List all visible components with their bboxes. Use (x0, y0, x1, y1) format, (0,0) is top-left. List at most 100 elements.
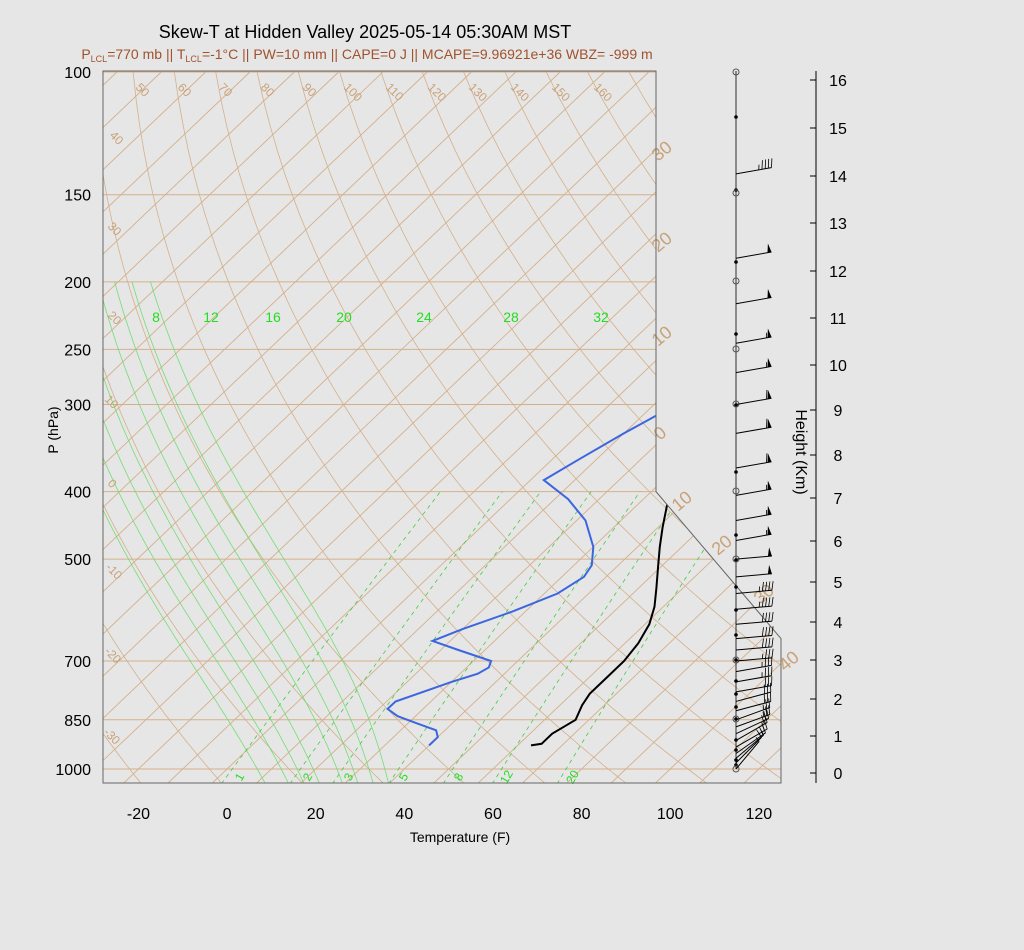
wind-barb-staff (735, 365, 772, 374)
dry-adiabat (256, 71, 781, 783)
moist-adiabat-label: 24 (416, 309, 432, 325)
pressure-tick-label: 100 (64, 65, 91, 82)
wind-barb-staff (735, 513, 772, 521)
wind-barb-pennant (767, 480, 772, 490)
height-tick-label: 5 (834, 575, 843, 592)
wind-barb-flag (768, 637, 771, 648)
wind-barb-flag (766, 709, 769, 719)
height-axis-label: Height (Km) (792, 409, 809, 494)
pressure-tick-label: 850 (64, 713, 91, 730)
wind-level-dot (734, 115, 738, 119)
height-marker (732, 765, 740, 773)
dry-adiabat (103, 71, 223, 783)
mixing-ratio-line (442, 491, 641, 783)
isotherm-label: 20 (105, 308, 125, 328)
mixing-ratio-label: 20 (563, 767, 582, 786)
wind-level-dot (734, 758, 738, 762)
temperature-profile (530, 71, 781, 747)
background-lines (103, 71, 1024, 784)
wind-level-dot (734, 705, 738, 709)
wind-barb-staff (735, 691, 771, 702)
temperature-tick-label: 40 (395, 806, 413, 823)
mixing-ratio-line (221, 491, 441, 783)
wind-barb (735, 720, 768, 748)
isotherm-line (103, 71, 428, 783)
height-tick-label: 3 (834, 653, 843, 670)
isotherm-label: -10 (103, 560, 125, 582)
isotherm-label: 160 (591, 80, 615, 104)
isotherm-label: 80 (258, 80, 278, 100)
isotherm-line (103, 71, 781, 783)
dry-adiabat (463, 71, 781, 783)
wind-barb-flag (768, 597, 771, 607)
wind-level-dot (734, 470, 738, 474)
wind-barb (735, 692, 772, 712)
dry-adiabat (959, 72, 1024, 784)
mixing-ratio-line (332, 491, 542, 783)
pressure-tick-label: 700 (64, 654, 91, 671)
wind-barb-flag (771, 581, 774, 591)
height-marker (732, 277, 740, 285)
wind-barb-pennant (767, 389, 772, 399)
wind-barb-half (761, 653, 764, 659)
wind-barb-flag (765, 612, 768, 622)
wind-barb (735, 357, 772, 374)
isotherm-line (698, 71, 781, 783)
wind-barb (735, 676, 773, 693)
pressure-tick-label: 150 (64, 188, 91, 205)
wind-barb-half (762, 704, 765, 710)
height-tick-label: 15 (829, 121, 847, 138)
wind-level-dot (734, 332, 738, 336)
dry-adiabat-label: 30 (648, 137, 676, 165)
height-tick-label: 9 (834, 403, 843, 420)
moist-adiabat (103, 281, 305, 783)
height-tick-label: 1 (834, 729, 843, 746)
height-marker (732, 487, 740, 495)
wind-barb-staff (735, 589, 772, 594)
mixing-ratio-line (556, 491, 743, 783)
moist-adiabat-label: 28 (503, 309, 519, 325)
wind-barb (735, 581, 774, 594)
isotherm-line (103, 71, 251, 783)
wind-barb-staff (735, 685, 772, 693)
wind-barb-staff (735, 167, 772, 175)
wind-barb (735, 705, 771, 728)
temperature-tick-label: -20 (127, 806, 150, 823)
wind-barb-staff (735, 646, 772, 651)
isotherm-line (477, 71, 781, 783)
pressure-tick-label: 300 (64, 398, 91, 415)
isotherm-line (103, 71, 605, 783)
isotherm-line (103, 71, 384, 783)
wind-barb-flag (765, 649, 768, 659)
wind-barb-staff (735, 741, 760, 770)
wind-level-dot (734, 679, 738, 683)
wind-barb (735, 698, 771, 721)
height-tick-label: 10 (829, 358, 847, 375)
wind-barb (735, 480, 772, 496)
isotherm-line (103, 71, 162, 783)
isotherm-label: 140 (508, 80, 532, 104)
mixing-ratio-line (388, 491, 592, 783)
moist-adiabat (150, 281, 390, 783)
wind-barb (735, 596, 774, 610)
moist-adiabat-label: 16 (265, 309, 281, 325)
isotherm-line (255, 71, 781, 783)
wind-barb-flag (771, 626, 774, 636)
height-tick-label: 0 (834, 766, 843, 783)
wind-barb-staff (735, 701, 771, 712)
wind-barb-flag (765, 638, 768, 648)
dry-adiabat-label: 10 (648, 322, 676, 350)
isotherm-line (103, 71, 781, 783)
wind-level-dot (734, 260, 738, 264)
isotherm-line (122, 71, 781, 783)
height-tick-label: 16 (829, 73, 847, 90)
moist-adiabat (114, 281, 359, 783)
wind-level-dot (734, 585, 738, 589)
wind-barb-flag (761, 627, 764, 637)
plot-frame (102, 70, 782, 784)
dry-adiabat (103, 71, 385, 783)
wind-barb (735, 547, 772, 560)
isotherm-line (103, 71, 650, 783)
wind-barb-pennant (767, 525, 772, 535)
temperature-tick-label: 20 (307, 806, 325, 823)
